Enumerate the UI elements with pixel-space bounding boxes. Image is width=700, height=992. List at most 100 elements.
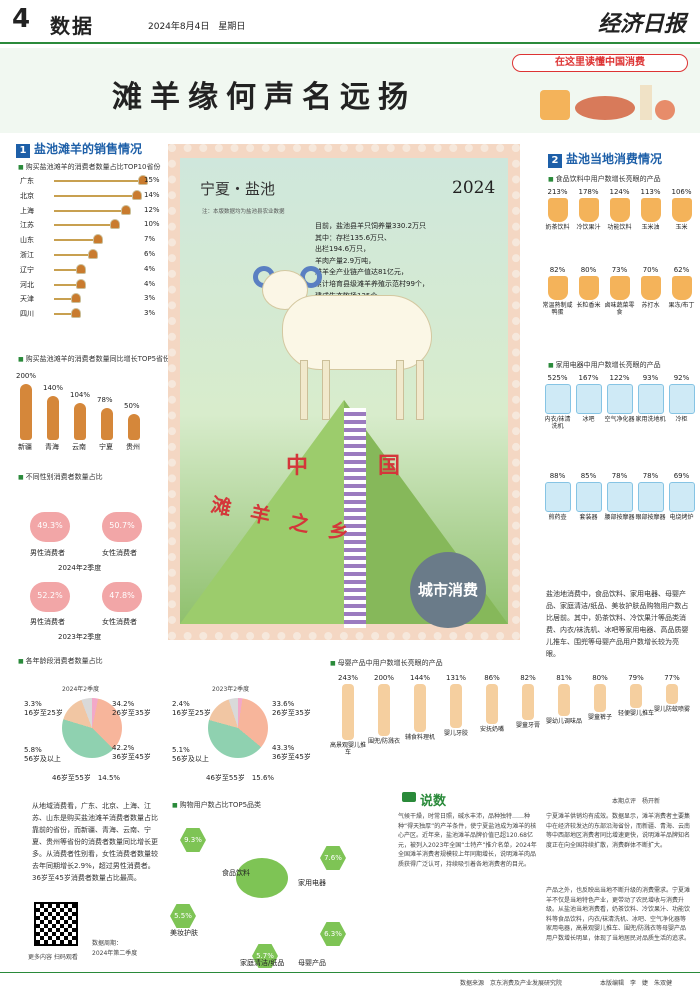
product-pct: 73% <box>611 266 628 274</box>
product-name: 电烧烤炉 <box>669 514 694 521</box>
comment-p1: 气候干燥，时常日照，碱水丰沛，品种独特……种种“得天独厚”的产羊条件，使宁夏盐池… <box>398 813 537 868</box>
female-label-2023: 女性消费者 <box>102 618 137 626</box>
category-node: 5.5% <box>170 904 196 928</box>
page-title: 滩羊缘何声名远扬 <box>112 80 416 115</box>
baby-product-cell: 82% 婴童牙膏 <box>510 674 546 729</box>
product-name: 煎药壶 <box>548 514 567 521</box>
drink-cup-icon <box>578 198 599 222</box>
baby-bottle-icon <box>522 684 534 720</box>
top10-row: 浙江 6% <box>20 248 155 262</box>
drink-cup-icon <box>547 198 568 222</box>
appliance-icon <box>637 384 664 414</box>
product-name: 围兜/防溅衣 <box>367 738 401 745</box>
product-cell: 85% 套装器 <box>573 472 604 521</box>
top5-center-sheep-icon <box>236 858 288 898</box>
province-pct: 3% <box>144 294 156 303</box>
growth-province: 贵州 <box>126 443 140 451</box>
age-label: 33.6% 26岁至35岁 <box>272 700 311 717</box>
province-name: 广东 <box>20 177 34 185</box>
lamb-leg-icon <box>87 249 98 259</box>
period-label: 数据周期： <box>92 940 123 947</box>
appliance-icon <box>668 384 695 414</box>
baby-bottle-icon <box>450 684 462 728</box>
right-section-title: 2 盐池当地消费情况 <box>548 150 662 168</box>
baby-product-cell: 79% 轻便婴儿推车 <box>618 674 654 717</box>
drink-cup-icon <box>609 276 630 300</box>
province-bar <box>54 239 94 242</box>
product-pct: 80% <box>592 674 608 682</box>
sheep-leg <box>396 360 404 420</box>
province-name: 浙江 <box>20 251 34 259</box>
province-name: 江苏 <box>20 221 34 230</box>
product-pct: 80% <box>580 266 597 274</box>
sheep-leg <box>322 360 330 420</box>
product-pct: 124% <box>609 188 630 196</box>
stat-line: 滩羊全产业链产值达81亿元， <box>315 268 408 277</box>
lamb-leg-icon <box>93 234 104 245</box>
top5-title: 购物用户数占比TOP5品类 <box>172 800 261 810</box>
purple-road <box>344 408 366 628</box>
growth-province: 新疆 <box>18 443 32 451</box>
masthead-logo: 经济日报 <box>597 11 686 37</box>
product-cell: 78% 腰部按摩器 <box>604 472 635 521</box>
comment-title: 说数 <box>420 794 447 809</box>
product-pct: 82% <box>549 266 566 274</box>
top10-row: 广东 15% <box>20 174 160 188</box>
gender-title: 不同性别消费者数量占比 <box>18 472 103 482</box>
product-pct: 200% <box>373 674 394 682</box>
growth-pct: 140% <box>43 384 64 392</box>
baby-product-cell: 144% 辅食料理机 <box>402 674 438 741</box>
category-name: 家庭清洁/纸品 <box>240 959 285 967</box>
top10-row: 天津 3% <box>20 292 155 306</box>
product-cell: 80% 长粒香米 <box>573 266 604 309</box>
heart-female-2024: 50.7% <box>102 512 142 542</box>
product-name: 卤味蔬菜零食 <box>604 302 635 316</box>
right-summary: 盐池地消费中，食品饮料、家用电器、母婴产品、家庭清洁/纸品、美妆护肤品购物用户数… <box>546 590 689 658</box>
product-cell: 106% 玉米 <box>666 188 697 231</box>
growth-title: 购买盐池滩羊的消费者数量同比增长TOP5省份 <box>18 354 170 364</box>
product-pct: 86% <box>484 674 500 682</box>
product-pct: 243% <box>337 674 358 682</box>
product-pct: 70% <box>642 266 659 274</box>
growth-province: 宁夏 <box>99 443 113 451</box>
food-illustration <box>520 80 680 125</box>
product-pct: 82% <box>520 674 536 682</box>
product-name: 空气净化器 <box>604 416 635 423</box>
baby-bottle-icon <box>666 684 678 704</box>
comment-p3: 产品之外，也反映出当地不断升级的消费需求。宁夏滩羊不仅是当地特色产业，更带动了农… <box>546 887 691 942</box>
growth-province: 云南 <box>72 443 86 451</box>
baby-bottle-icon <box>486 684 498 724</box>
product-cell: 82% 常温熟制咸鸭蛋 <box>542 266 573 316</box>
province-pct: 3% <box>144 309 156 318</box>
product-name: 安抚奶嘴 <box>479 726 504 733</box>
province-name: 四川 <box>20 310 34 319</box>
province-bar <box>54 298 71 301</box>
appliance-icon <box>668 482 695 512</box>
promo-tag: 在这里读懂中国消费 <box>512 54 688 72</box>
product-name: 苏打水 <box>641 302 660 309</box>
stat-line: 羊肉产量2.9万吨， <box>315 256 376 265</box>
growth-pct: 104% <box>70 391 91 400</box>
baby-product-cell: 81% 婴幼儿调味品 <box>546 674 582 725</box>
baby-grid: 243% 高景观婴儿推车 200% 围兜/防溅衣 144% 辅食料理机 131% 婴儿牙胶 86… <box>330 674 690 784</box>
baby-product-cell: 80% 婴童裤子 <box>582 674 618 721</box>
top10-title: 购买盐池滩羊的消费者数量占比TOP10省份 <box>18 162 161 172</box>
product-name: 内衣/袜清洗机 <box>544 416 571 430</box>
product-cell: 525% 内衣/袜清洗机 <box>542 374 573 430</box>
age-donut-2024 <box>62 698 122 758</box>
product-pct: 88% <box>549 472 566 480</box>
product-pct: 77% <box>664 674 680 682</box>
product-cell: 167% 冰吧 <box>573 374 604 423</box>
product-pct: 213% <box>547 188 568 196</box>
appliance-icon <box>637 482 664 512</box>
drink-cup-icon <box>671 276 692 300</box>
stat-line: 出栏194.6万只， <box>315 245 371 254</box>
appliance-icon <box>544 384 571 414</box>
baby-product-cell: 131% 婴儿牙胶 <box>438 674 474 737</box>
age-donut-2023 <box>208 698 268 758</box>
product-cell: 62% 果冻/布丁 <box>666 266 697 309</box>
product-name: 眼部按摩器 <box>635 514 666 521</box>
comment-p2: 宁夏滩羊供销均有成效。数据显示，滩羊消费者主要集中在经济较发达的东部沿海省份，而… <box>546 813 691 849</box>
product-cell: 88% 煎药壶 <box>542 472 573 521</box>
appliance-grid: 525% 内衣/袜清洗机 167% 冰吧 122% 空气净化器 93% 家用洗地机 92% 冷柜 8… <box>542 374 698 574</box>
